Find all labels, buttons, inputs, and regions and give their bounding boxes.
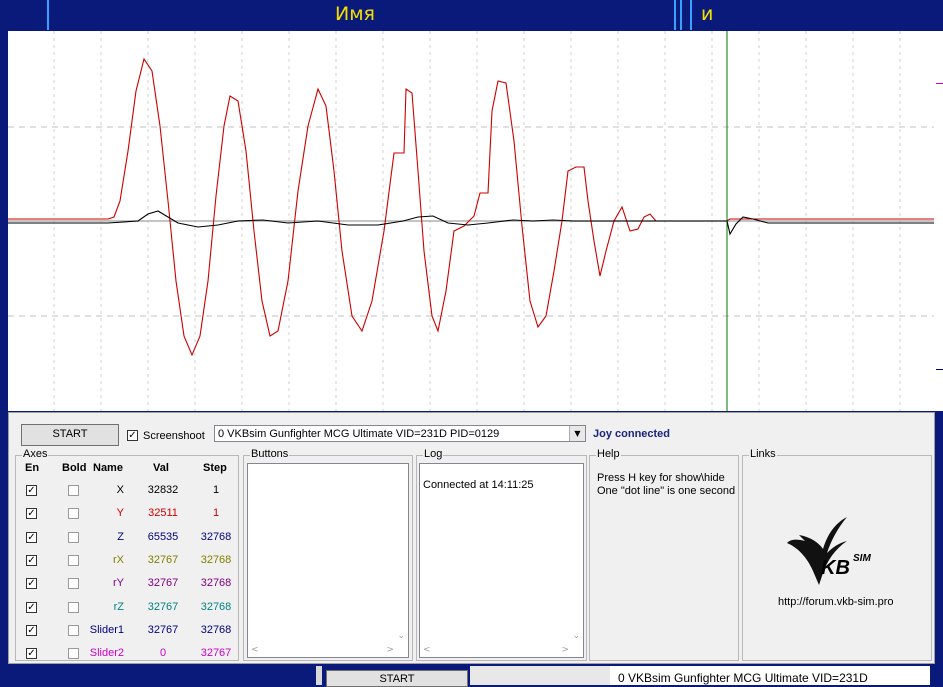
axis-enable-checkbox[interactable]: ✓ (26, 485, 37, 496)
axis-enable-checkbox[interactable]: ✓ (26, 531, 37, 543)
axis-enable-checkbox[interactable]: ✓ (26, 601, 37, 613)
axis-enable-checkbox[interactable]: ✓ (26, 648, 37, 660)
buttons-listbox[interactable]: ⌄ < > (247, 463, 409, 658)
axis-name: Slider2 (89, 647, 124, 660)
header-divider (47, 0, 49, 30)
buttons-group: Buttons (243, 448, 413, 661)
axes-header-step: Step (203, 462, 227, 474)
device-select[interactable]: 0 VKBsim Gunfighter MCG Ultimate VID=231… (214, 425, 586, 442)
screenshot-checkbox[interactable]: ✓ (127, 430, 138, 441)
logo-sup: SIM (853, 553, 871, 564)
axis-value: 32832 (147, 484, 179, 496)
axis-step: 1 (212, 507, 220, 520)
window-header-bar: Имя и (0, 0, 943, 30)
scroll-right-icon[interactable]: > (386, 645, 394, 655)
axis-plot (8, 31, 943, 411)
axis-name: rX (113, 553, 124, 566)
axis-step: 32768 (200, 600, 232, 613)
axis-name: rY (113, 577, 124, 590)
axis-bold-checkbox[interactable] (68, 578, 79, 590)
axis-step: 32768 (200, 530, 232, 543)
scroll-left-icon[interactable]: < (251, 645, 259, 655)
scroll-right-icon[interactable]: > (561, 645, 569, 655)
axes-header-en: En (25, 462, 40, 474)
help-group-title: Help (596, 448, 621, 460)
axis-value: 32767 (147, 577, 179, 590)
axis-name: Y (116, 507, 124, 520)
scroll-left-icon[interactable]: < (423, 645, 431, 655)
axes-header-val: Val (153, 462, 169, 474)
vkbsim-logo: KB SIM (775, 513, 885, 593)
background-start-button[interactable]: START (326, 670, 468, 687)
log-group: Log (416, 448, 587, 661)
axis-value: 32767 (147, 553, 179, 566)
axis-bold-checkbox[interactable] (68, 601, 79, 613)
axis-name: Z (117, 530, 124, 543)
axis-bold-checkbox[interactable] (68, 624, 79, 636)
axis-name: Slider1 (89, 623, 124, 636)
axis-bold-checkbox[interactable] (68, 531, 79, 543)
axis-enable-checkbox[interactable]: ✓ (26, 554, 37, 566)
axis-step: 1 (212, 484, 220, 496)
eagle-icon (787, 517, 847, 585)
axes-group: Axes (15, 448, 239, 661)
header-divider (674, 0, 676, 30)
scroll-down-icon[interactable]: ⌄ (572, 631, 580, 641)
axis-value: 32511 (148, 507, 178, 520)
axis-value: 32767 (147, 623, 179, 636)
help-line-1: Press H key for show\hide (597, 472, 725, 484)
axis-value: 65535 (147, 530, 179, 543)
axis-enable-checkbox[interactable]: ✓ (26, 578, 37, 590)
plot-svg (8, 31, 943, 411)
column-title: Имя (335, 3, 375, 25)
axis-bold-checkbox[interactable] (68, 485, 79, 496)
screenshot-label: Screenshoot (143, 430, 205, 442)
header-divider (680, 0, 682, 30)
plot-right-edge (934, 31, 943, 411)
connection-status: Joy connected (593, 428, 671, 440)
scroll-down-icon[interactable]: ⌄ (397, 631, 405, 641)
links-group: Links (742, 448, 932, 661)
axis-enable-checkbox[interactable]: ✓ (26, 624, 37, 636)
log-listbox[interactable]: Connected at 14:11:25 ⌄ < > (419, 463, 584, 658)
axis-value: 32767 (147, 600, 179, 613)
axes-header-name: Name (93, 462, 123, 474)
forum-link[interactable]: http://forum.vkb-sim.pro (778, 596, 894, 608)
axis-step: 32768 (200, 553, 232, 566)
logo-text: KB (821, 557, 850, 579)
axis-bold-checkbox[interactable] (68, 508, 79, 520)
axis-bold-checkbox[interactable] (68, 648, 79, 660)
axis-step: 32767 (200, 647, 232, 660)
series-x-line (8, 210, 943, 236)
axis-enable-checkbox[interactable]: ✓ (26, 508, 37, 520)
axis-value: 0 (159, 647, 167, 660)
control-panel: START ✓ Screenshoot 0 VKBsim Gunfighter … (8, 412, 935, 664)
axes-group-title: Axes (22, 448, 49, 460)
help-group: Help (589, 448, 739, 661)
column-title-2: и (701, 3, 714, 25)
axes-header-bold: Bold (62, 462, 87, 474)
help-line-2: One "dot line" is one second (597, 485, 736, 497)
buttons-group-title: Buttons (250, 448, 290, 460)
axis-name: X (116, 484, 124, 496)
device-select-value: 0 VKBsim Gunfighter MCG Ultimate VID=231… (218, 428, 500, 440)
background-window-bar: START 0 VKBsim Gunfighter MCG Ultimate V… (0, 664, 943, 687)
log-line: Connected at 14:11:25 (423, 479, 534, 491)
background-device-select[interactable]: 0 VKBsim Gunfighter MCG Ultimate VID=231… (618, 671, 868, 685)
axis-step: 32768 (200, 577, 232, 590)
log-group-title: Log (423, 448, 444, 460)
links-group-title: Links (749, 448, 777, 460)
chevron-down-icon[interactable]: ▼ (569, 426, 585, 441)
axis-name: rZ (113, 600, 124, 613)
start-button[interactable]: START (21, 424, 119, 446)
axis-step: 32768 (200, 623, 232, 636)
header-divider (690, 0, 692, 30)
axis-bold-checkbox[interactable] (68, 554, 79, 566)
